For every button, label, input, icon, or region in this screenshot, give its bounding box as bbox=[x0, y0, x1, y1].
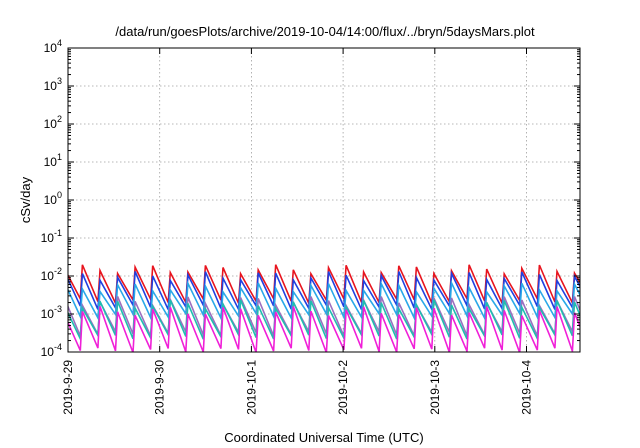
y-tick-labels: 10-4 10-3 10-2 10-1 100 101 102 103 104 bbox=[41, 38, 62, 359]
y-tick-label: 102 bbox=[44, 114, 62, 131]
y-tick-label: 10-4 bbox=[41, 342, 62, 359]
x-tick-label: 2019-9-29 bbox=[61, 360, 75, 415]
axis-ticks bbox=[67, 47, 580, 353]
x-tick-labels: 2019-9-29 2019-9-30 2019-10-1 2019-10-2 2019… bbox=[61, 360, 534, 415]
y-tick-label: 104 bbox=[44, 38, 62, 55]
y-tick-label: 100 bbox=[44, 190, 62, 207]
x-tick-label: 2019-10-3 bbox=[428, 360, 442, 415]
x-tick-label: 2019-10-4 bbox=[520, 360, 534, 415]
series-line bbox=[68, 306, 580, 352]
series-group bbox=[68, 264, 580, 352]
y-tick-label: 101 bbox=[44, 152, 62, 169]
y-tick-label: 10-3 bbox=[41, 304, 62, 321]
x-tick-label: 2019-10-1 bbox=[244, 360, 258, 415]
y-tick-label: 10-1 bbox=[41, 228, 62, 245]
y-tick-label: 103 bbox=[44, 76, 62, 93]
y-tick-label: 10-2 bbox=[41, 266, 62, 283]
y-axis-label: cSv/day bbox=[18, 176, 33, 223]
x-axis-label: Coordinated Universal Time (UTC) bbox=[224, 430, 423, 445]
chart-title: /data/run/goesPlots/archive/2019-10-04/1… bbox=[115, 24, 535, 39]
x-tick-label: 2019-9-30 bbox=[153, 360, 167, 415]
x-tick-label: 2019-10-2 bbox=[336, 360, 350, 415]
series-line bbox=[68, 279, 580, 321]
